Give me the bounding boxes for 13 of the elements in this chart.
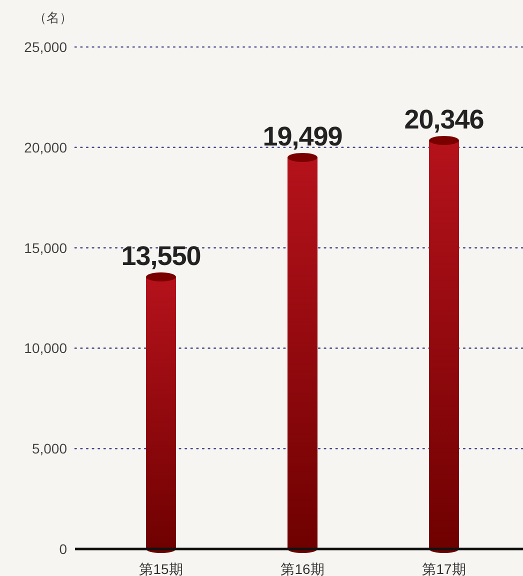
y-tick-label: 0 xyxy=(59,541,68,557)
y-tick-label: 10,000 xyxy=(24,340,68,356)
data-label: 19,499 xyxy=(262,121,343,152)
y-tick-label: 20,000 xyxy=(24,139,68,156)
x-tick-label: 第16期 xyxy=(280,561,324,576)
y-tick-label: 25,000 xyxy=(24,39,68,55)
y-tick-label: 5,000 xyxy=(32,440,68,457)
x-tick-label: 第15期 xyxy=(139,561,183,576)
data-label: 20,346 xyxy=(404,104,484,134)
data-label: 13,550 xyxy=(121,240,201,271)
y-tick-label: 15,000 xyxy=(24,240,68,256)
x-tick-label: 第17期 xyxy=(422,561,466,576)
y-axis-title: （名） xyxy=(34,10,72,25)
